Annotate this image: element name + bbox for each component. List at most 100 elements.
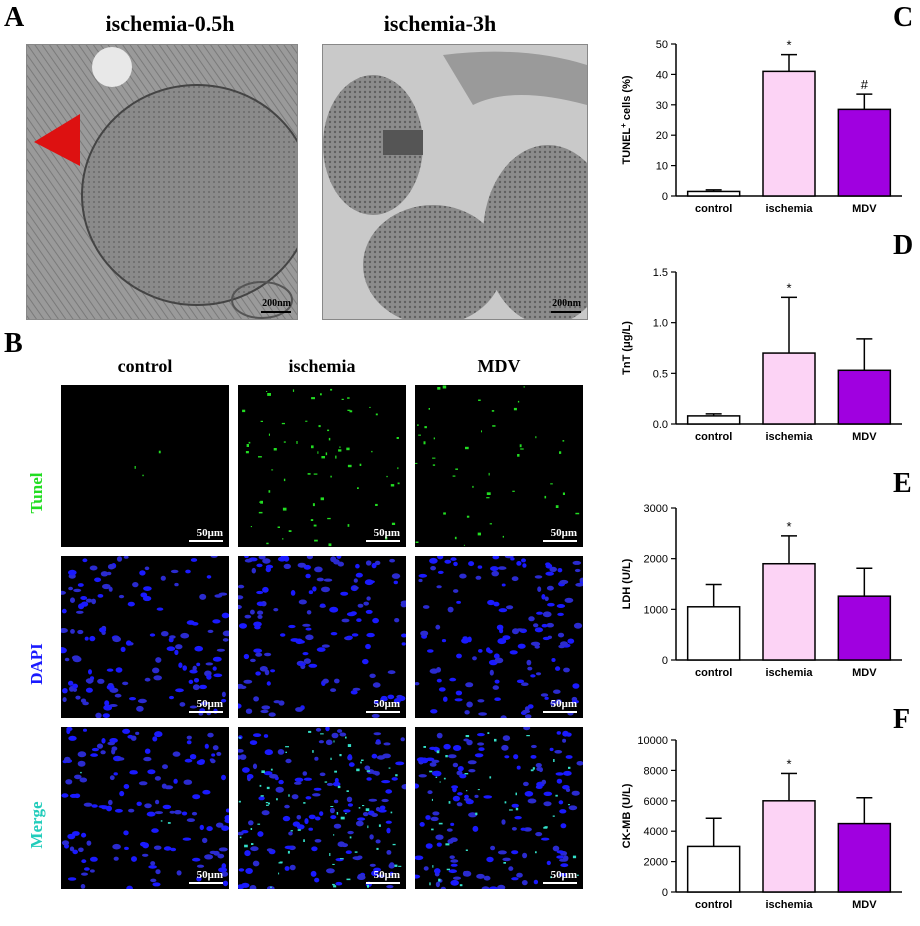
scale-bar xyxy=(366,882,400,884)
row-header-tunel: Tunel xyxy=(27,472,46,514)
x-tick-label-control: control xyxy=(695,431,732,443)
y-tick-label: 1.0 xyxy=(653,318,668,330)
scale-label: 50μm xyxy=(550,698,577,710)
y-tick-label: 0.0 xyxy=(653,419,668,431)
bar-ischemia xyxy=(762,70,816,197)
bar-control xyxy=(686,606,741,661)
x-tick-label-ischemia: ischemia xyxy=(765,667,813,679)
scale-label: 50μm xyxy=(550,527,577,539)
y-axis-label: TUNEL+ cells (%) xyxy=(619,75,634,164)
y-tick-label: 30 xyxy=(656,100,668,112)
y-axis-label: TnT (μg/L) xyxy=(621,321,633,375)
y-axis-label-main: TUNEL xyxy=(621,128,633,165)
y-axis-label: LDH (U/L) xyxy=(621,558,633,609)
scale-label: 50μm xyxy=(550,869,577,881)
bar-control xyxy=(686,190,741,197)
scale-bar xyxy=(366,540,400,542)
y-tick-label: 2000 xyxy=(644,554,668,566)
y-tick-label: 0 xyxy=(662,655,668,667)
micrograph-dapi-control: 50μm xyxy=(61,556,229,718)
significance-mark-ischemia: * xyxy=(786,519,791,534)
y-tick-label: 1.5 xyxy=(653,267,668,279)
y-tick-label: 40 xyxy=(656,69,668,81)
x-tick-label-control: control xyxy=(695,203,732,215)
y-tick-label: 20 xyxy=(656,130,668,142)
scale-bar xyxy=(189,711,223,713)
x-tick-label-control: control xyxy=(695,899,732,911)
significance-mark-ischemia: * xyxy=(786,280,791,295)
micrograph-tunel-control: 50μm xyxy=(61,385,229,547)
bar-mdv xyxy=(837,369,892,425)
scale-label: 50μm xyxy=(373,869,400,881)
scale-bar xyxy=(189,882,223,884)
chart-ldh: 0 1000 2000 3000 control ischemia * MDV LDH (U/L… xyxy=(621,503,902,679)
scale-bar xyxy=(543,882,577,884)
y-tick-label: 3000 xyxy=(644,503,668,515)
micrograph-merge-control: 50μm xyxy=(61,727,229,889)
y-axis-label-sup: + xyxy=(619,123,628,128)
panel-letter-c: C xyxy=(893,2,914,33)
y-tick-label: 2000 xyxy=(644,857,668,869)
bar-ischemia xyxy=(762,800,816,893)
row-header-dapi: DAPI xyxy=(27,643,46,685)
x-tick-label-mdv: MDV xyxy=(852,899,877,911)
y-tick-label: 50 xyxy=(656,39,668,51)
em-scale-label-0-5h: 200nm xyxy=(262,298,291,309)
bar-control xyxy=(686,845,741,893)
scale-label: 50μm xyxy=(196,869,223,881)
em-scale-bar-0-5h xyxy=(261,311,291,313)
significance-mark-ischemia: * xyxy=(786,38,791,53)
micrograph-merge-ischemia: 50μm xyxy=(238,727,406,889)
column-header-ischemia: ischemia xyxy=(288,356,356,376)
y-tick-label: 0.5 xyxy=(653,368,668,380)
micrograph-tunel-mdv: 50μm xyxy=(415,385,583,547)
y-axis-label-rest: cells (%) xyxy=(621,75,633,123)
x-tick-label-mdv: MDV xyxy=(852,431,877,443)
scale-bar xyxy=(189,540,223,542)
y-tick-label: 10000 xyxy=(637,735,668,747)
chart-tunel: 0 10 20 30 40 50 control ischemia * MDV # TUNEL+ ce… xyxy=(619,38,902,215)
column-header-control: control xyxy=(117,356,173,376)
em-scale-label-3h: 200nm xyxy=(552,298,581,309)
micrograph-tunel-ischemia: 50μm xyxy=(238,385,406,547)
significance-mark-mdv: # xyxy=(861,77,869,92)
em-image-3h: 200nm xyxy=(322,44,588,320)
y-tick-label: 0 xyxy=(662,887,668,899)
y-axis-label: CK-MB (U/L) xyxy=(621,783,633,848)
x-tick-label-ischemia: ischemia xyxy=(765,899,813,911)
scale-label: 50μm xyxy=(373,527,400,539)
bar-mdv xyxy=(837,595,892,661)
em-title-3h: ischemia-3h xyxy=(383,11,497,36)
bar-mdv xyxy=(837,108,892,197)
y-tick-label: 10 xyxy=(656,161,668,173)
bar-mdv xyxy=(837,822,892,893)
bar-ischemia xyxy=(762,352,816,425)
scale-bar xyxy=(543,540,577,542)
x-tick-label-ischemia: ischemia xyxy=(765,431,813,443)
panel-letter-a: A xyxy=(4,2,25,33)
em-image-0-5h: 200nm xyxy=(26,44,298,320)
y-tick-label: 0 xyxy=(662,191,668,203)
row-header-merge: Merge xyxy=(27,801,46,849)
scale-bar xyxy=(543,711,577,713)
bar-ischemia xyxy=(762,562,816,661)
micrograph-dapi-ischemia: 50μm xyxy=(238,556,406,718)
column-header-mdv: MDV xyxy=(477,356,521,376)
chart-ckmb: 0 2000 4000 6000 8000 10000 control ischemia * MD… xyxy=(621,735,902,911)
micrograph-merge-mdv: 50μm xyxy=(415,727,583,889)
x-tick-label-ischemia: ischemia xyxy=(765,203,813,215)
y-tick-label: 6000 xyxy=(644,796,668,808)
scale-label: 50μm xyxy=(196,698,223,710)
micrograph-dapi-mdv: 50μm xyxy=(415,556,583,718)
x-tick-label-mdv: MDV xyxy=(852,203,877,215)
scale-bar xyxy=(366,711,400,713)
panel-letter-e: E xyxy=(893,468,912,499)
y-tick-label: 8000 xyxy=(644,765,668,777)
chart-tnt: 0.0 0.5 1.0 1.5 control ischemia * MDV TnT (μg/L… xyxy=(621,267,902,443)
bar-control xyxy=(686,415,741,425)
x-tick-label-control: control xyxy=(695,667,732,679)
x-tick-label-mdv: MDV xyxy=(852,667,877,679)
panel-letter-f: F xyxy=(893,704,911,735)
y-tick-label: 4000 xyxy=(644,826,668,838)
scale-label: 50μm xyxy=(373,698,400,710)
